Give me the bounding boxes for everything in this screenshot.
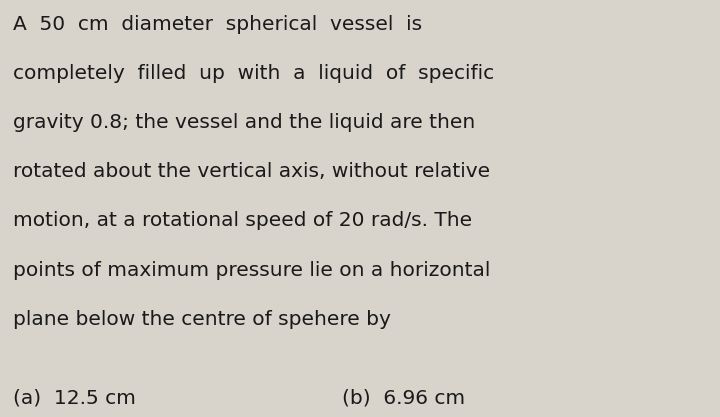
Text: rotated about the vertical axis, without relative: rotated about the vertical axis, without… — [13, 162, 490, 181]
Text: (a)  12.5 cm: (a) 12.5 cm — [13, 388, 136, 407]
Text: plane below the centre of spehere by: plane below the centre of spehere by — [13, 310, 391, 329]
Text: A  50  cm  diameter  spherical  vessel  is: A 50 cm diameter spherical vessel is — [13, 15, 422, 34]
Text: motion, at a rotational speed of 20 rad/s. The: motion, at a rotational speed of 20 rad/… — [13, 211, 472, 231]
Text: (b)  6.96 cm: (b) 6.96 cm — [342, 388, 465, 407]
Text: gravity 0.8; the vessel and the liquid are then: gravity 0.8; the vessel and the liquid a… — [13, 113, 475, 132]
Text: completely  filled  up  with  a  liquid  of  specific: completely filled up with a liquid of sp… — [13, 64, 494, 83]
Text: points of maximum pressure lie on a horizontal: points of maximum pressure lie on a hori… — [13, 261, 490, 280]
